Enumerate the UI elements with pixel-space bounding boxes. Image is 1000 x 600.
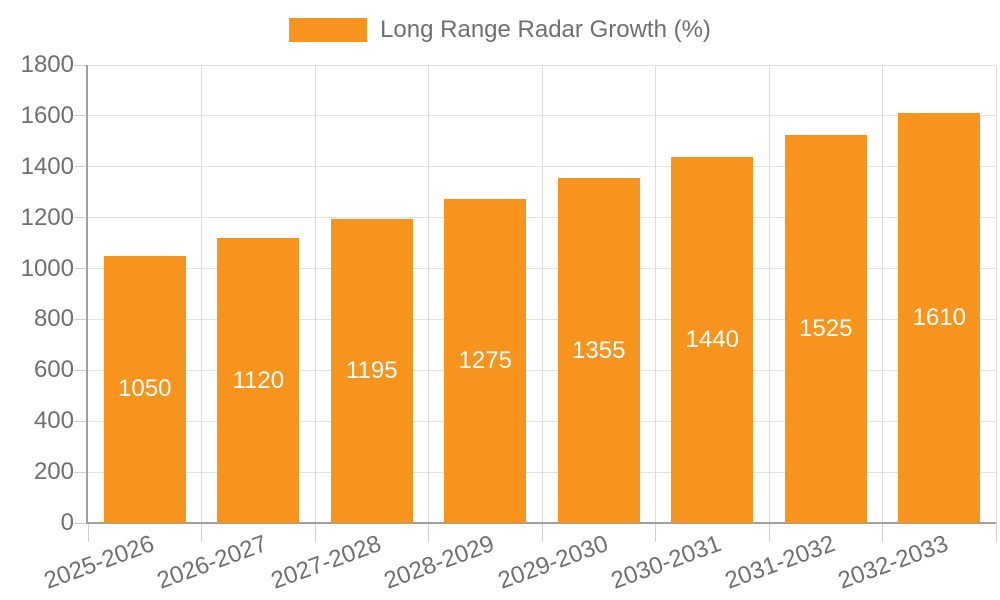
x-axis-tick-label: 2027-2028 bbox=[267, 530, 385, 595]
x-axis-tick-label: 2028-2029 bbox=[381, 530, 499, 595]
x-axis-tick-label: 2026-2027 bbox=[154, 530, 272, 595]
y-axis-tick-mark bbox=[74, 64, 88, 66]
x-axis-tick-mark bbox=[314, 524, 316, 542]
vertical-grid-line bbox=[541, 65, 543, 523]
y-axis-tick-mark bbox=[74, 369, 88, 371]
x-axis-tick-label: 2032-2033 bbox=[835, 530, 953, 595]
vertical-grid-line bbox=[314, 65, 316, 523]
bar-value-label: 1525 bbox=[799, 314, 853, 342]
legend-label: Long Range Radar Growth (%) bbox=[380, 16, 711, 43]
x-axis-tick-mark bbox=[768, 524, 770, 542]
y-axis-tick-label: 1400 bbox=[20, 152, 74, 180]
y-axis-tick-label: 1600 bbox=[20, 101, 74, 129]
vertical-grid-line bbox=[201, 65, 202, 523]
y-axis-tick-label: 800 bbox=[33, 305, 74, 333]
bar-value-label: 1355 bbox=[572, 336, 626, 364]
x-axis-tick-mark bbox=[87, 524, 89, 542]
vertical-grid-line bbox=[768, 65, 770, 523]
vertical-grid-line bbox=[995, 65, 997, 523]
y-axis-tick-label: 0 bbox=[60, 509, 74, 536]
y-axis-tick-mark bbox=[74, 522, 88, 524]
x-axis-tick-mark bbox=[995, 524, 997, 542]
bar[interactable]: 1195 bbox=[330, 218, 413, 523]
bar[interactable]: 1355 bbox=[557, 178, 640, 523]
x-axis-tick-label: 2030-2031 bbox=[608, 530, 726, 595]
bar[interactable]: 1610 bbox=[898, 113, 981, 523]
vertical-grid-line bbox=[655, 65, 656, 523]
bar[interactable]: 1440 bbox=[671, 156, 754, 523]
x-axis-tick-mark bbox=[655, 524, 656, 542]
bar[interactable]: 1120 bbox=[217, 238, 300, 523]
bar[interactable]: 1275 bbox=[444, 198, 527, 523]
x-axis-line bbox=[86, 522, 996, 524]
vertical-grid-line bbox=[882, 65, 883, 523]
bar-value-label: 1440 bbox=[685, 325, 739, 353]
y-axis-tick-mark bbox=[74, 471, 88, 473]
y-axis-line bbox=[86, 65, 88, 523]
bar-value-label: 1610 bbox=[912, 304, 966, 332]
bar[interactable]: 1525 bbox=[784, 134, 867, 523]
x-axis-tick-label: 2031-2032 bbox=[721, 530, 839, 595]
x-axis-tick-label: 2025-2026 bbox=[40, 530, 158, 595]
x-axis-tick-label: 2029-2030 bbox=[494, 530, 612, 595]
y-axis-tick-label: 200 bbox=[33, 458, 74, 486]
x-axis-tick-mark bbox=[428, 524, 429, 542]
y-axis-tick-label: 1200 bbox=[20, 203, 74, 231]
y-axis-tick-label: 1800 bbox=[20, 51, 74, 78]
legend-swatch-icon bbox=[289, 18, 368, 42]
y-axis-tick-mark bbox=[74, 166, 88, 168]
y-axis-tick-mark bbox=[74, 115, 88, 117]
bar[interactable]: 1050 bbox=[103, 255, 186, 523]
legend[interactable]: Long Range Radar Growth (%) bbox=[289, 16, 711, 44]
y-axis-tick-label: 400 bbox=[33, 407, 74, 435]
y-axis-tick-mark bbox=[74, 268, 88, 270]
x-axis-tick-mark bbox=[882, 524, 883, 542]
y-axis-tick-mark bbox=[74, 318, 88, 320]
y-axis-tick-label: 600 bbox=[33, 356, 74, 384]
bar-value-label: 1120 bbox=[232, 366, 285, 394]
bar-value-label: 1275 bbox=[458, 346, 512, 374]
x-axis-tick-mark bbox=[541, 524, 543, 542]
x-axis-tick-mark bbox=[201, 524, 202, 542]
y-axis-tick-label: 1000 bbox=[20, 254, 74, 282]
vertical-grid-line bbox=[428, 65, 429, 523]
bar-value-label: 1195 bbox=[345, 356, 398, 384]
y-axis-tick-mark bbox=[74, 420, 88, 422]
y-axis-tick-mark bbox=[74, 217, 88, 219]
bar-value-label: 1050 bbox=[118, 375, 172, 403]
